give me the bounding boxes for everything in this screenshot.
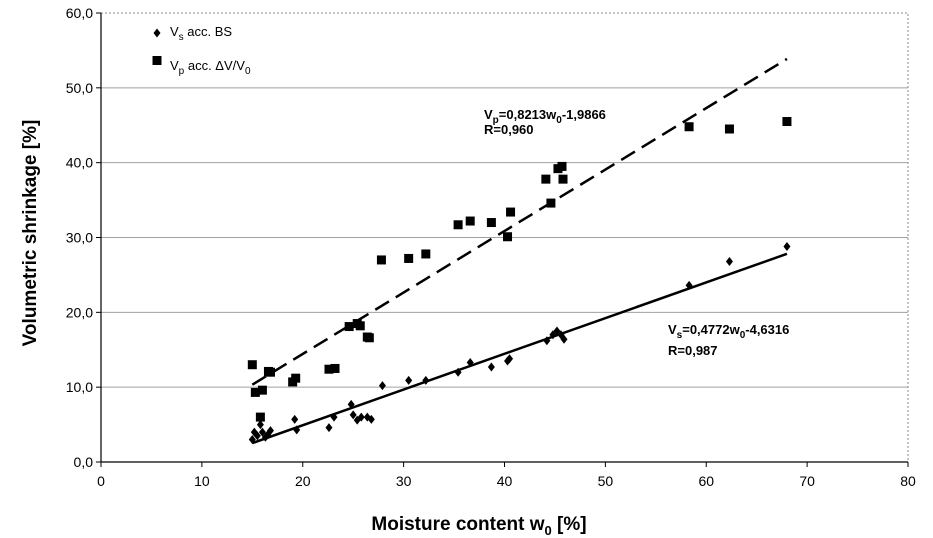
point-vs (330, 412, 338, 422)
equation-vs-formula: Vs=0,4772w0-4,6316 (668, 322, 789, 341)
point-vs (560, 334, 568, 344)
point-vp (250, 387, 260, 397)
point-vs (487, 362, 495, 372)
point-vs (506, 354, 514, 364)
y-tick-label: 60,0 (66, 5, 93, 21)
x-tick-labels: 0 10 20 30 40 50 60 70 80 (97, 473, 916, 489)
legend-label-vs: Vs acc. BS (170, 24, 232, 43)
x-axis-title-sub: 0 (545, 523, 552, 538)
x-tick-label: 30 (396, 473, 412, 489)
legend-marker-diamond (153, 28, 161, 38)
point-vp (503, 232, 513, 242)
point-vs (349, 410, 357, 420)
point-vp (506, 207, 516, 217)
point-vs (783, 241, 791, 251)
point-vs (248, 435, 256, 445)
point-vs (347, 399, 355, 409)
point-vs (367, 414, 375, 424)
y-tick-label: 40,0 (66, 155, 93, 171)
point-vp (344, 322, 354, 332)
point-vp (684, 122, 694, 132)
point-vp (355, 321, 365, 331)
legend: Vs acc. BS Vp acc. ΔV/V0 (152, 24, 251, 77)
point-vs (378, 381, 386, 391)
x-axis-title: Moisture content w0 [%] (371, 514, 586, 538)
x-tick-label: 10 (194, 473, 210, 489)
point-vs (293, 425, 301, 435)
point-vp (546, 198, 556, 208)
point-vp (247, 360, 257, 370)
point-vs (685, 280, 693, 290)
x-tick-label: 60 (698, 473, 714, 489)
trend-line-vs (251, 252, 788, 445)
x-tick-label: 70 (799, 473, 815, 489)
x-tick-label: 80 (900, 473, 916, 489)
point-vs (422, 375, 430, 385)
point-vp (558, 174, 568, 184)
point-vp (330, 363, 340, 373)
point-vs (543, 336, 551, 346)
x-axis-title-main: Moisture content w (371, 514, 544, 535)
point-vs (291, 414, 299, 424)
equation-vp: Vp=0,8213w0-1,9866 R=0,960 (484, 107, 606, 137)
point-vp (557, 161, 567, 171)
point-vp (541, 174, 551, 184)
point-vs (263, 430, 271, 440)
point-vp (364, 333, 374, 343)
point-vs (258, 427, 266, 437)
point-vp (486, 218, 496, 228)
y-tick-label: 20,0 (66, 304, 93, 320)
legend-label-vp: Vp acc. ΔV/V0 (170, 58, 251, 77)
data-points (247, 117, 792, 445)
y-tick-labels: 0,0 10,0 20,0 30,0 40,0 50,0 60,0 (66, 5, 93, 470)
point-vs (357, 412, 365, 422)
trend-lines (251, 57, 788, 445)
point-vp (257, 385, 267, 395)
point-vp (291, 373, 301, 383)
point-vs (253, 431, 261, 441)
equation-vs: Vs=0,4772w0-4,6316 R=0,987 (668, 322, 789, 358)
point-vs (725, 256, 733, 266)
point-vp (265, 367, 275, 377)
point-vp (324, 364, 334, 374)
legend-marker-square (152, 56, 162, 65)
y-tick-label: 50,0 (66, 80, 93, 96)
point-vp (404, 253, 414, 263)
x-tick-label: 20 (295, 473, 311, 489)
equation-vs-r: R=0,987 (668, 343, 718, 358)
axes (96, 12, 909, 467)
point-vp (376, 255, 386, 265)
y-tick-label: 30,0 (66, 230, 93, 246)
point-vs (256, 420, 264, 430)
equation-vp-r: R=0,960 (484, 122, 534, 137)
trend-line-vp (251, 57, 788, 386)
point-vs (466, 357, 474, 367)
equation-vp-formula: Vp=0,8213w0-1,9866 (484, 107, 606, 126)
point-vp (421, 249, 431, 259)
point-vp (782, 117, 792, 127)
point-vp (465, 216, 475, 226)
x-axis-title-unit: [%] (552, 514, 587, 535)
y-axis-title: Volumetric shrinkage [%] (20, 120, 41, 347)
x-tick-label: 40 (497, 473, 513, 489)
point-vp (255, 412, 265, 422)
x-tick-label: 50 (598, 473, 614, 489)
y-tick-label: 0,0 (74, 454, 94, 470)
point-vs (405, 375, 413, 385)
point-vp (724, 124, 734, 134)
y-tick-label: 10,0 (66, 379, 93, 395)
point-vp (453, 220, 463, 230)
point-vs (454, 367, 462, 377)
point-vs (325, 423, 333, 433)
x-tick-label: 0 (97, 473, 105, 489)
